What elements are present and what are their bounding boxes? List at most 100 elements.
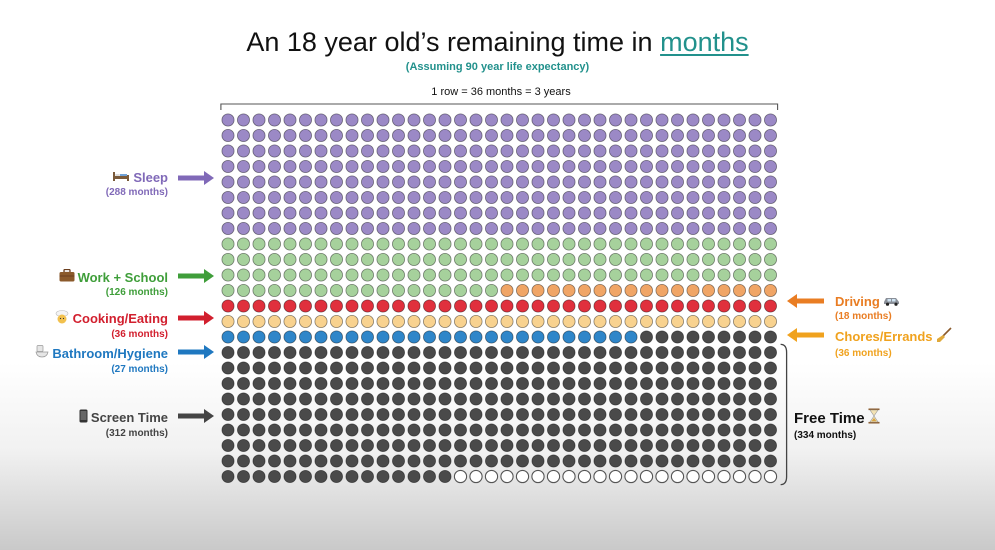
month-dot xyxy=(345,128,359,142)
segment-name: Work + School xyxy=(77,269,168,285)
month-dot xyxy=(733,144,747,158)
month-dot xyxy=(733,221,747,235)
month-dot xyxy=(748,206,762,220)
month-dot xyxy=(438,454,452,468)
month-dot xyxy=(609,252,623,266)
month-dot xyxy=(267,159,281,173)
month-dot xyxy=(516,190,530,204)
month-dot xyxy=(469,469,483,484)
month-dot xyxy=(547,423,561,437)
month-dot xyxy=(717,330,731,344)
month-dot xyxy=(655,361,669,375)
month-dot xyxy=(547,221,561,235)
month-dot xyxy=(516,438,530,452)
label-work-school: Work + School (126 months) xyxy=(59,268,168,298)
month-dot xyxy=(640,299,654,313)
month-dot xyxy=(484,345,498,359)
month-dot xyxy=(484,206,498,220)
month-dot xyxy=(345,175,359,189)
month-dot xyxy=(578,423,592,437)
month-dot xyxy=(283,283,297,297)
month-dot xyxy=(391,283,405,297)
month-dot xyxy=(531,268,545,282)
month-dot xyxy=(221,190,235,204)
month-dot xyxy=(500,392,514,406)
month-dot xyxy=(686,144,700,158)
month-dot xyxy=(391,314,405,328)
month-dot xyxy=(764,221,778,235)
month-dot xyxy=(531,423,545,437)
month-dot xyxy=(283,423,297,437)
month-dot xyxy=(453,299,467,313)
month-dot xyxy=(453,144,467,158)
month-dot xyxy=(717,128,731,142)
month-dot xyxy=(547,392,561,406)
month-dot xyxy=(562,392,576,406)
month-dot xyxy=(639,469,654,484)
month-dot xyxy=(360,423,374,437)
month-dot xyxy=(345,268,359,282)
month-dot xyxy=(391,144,405,158)
month-dot xyxy=(267,175,281,189)
month-dot xyxy=(748,113,762,127)
month-dot xyxy=(717,190,731,204)
month-dot xyxy=(578,221,592,235)
month-dot xyxy=(733,299,747,313)
month-dot xyxy=(702,454,716,468)
month-dot xyxy=(345,144,359,158)
month-dot xyxy=(345,206,359,220)
month-dot xyxy=(221,299,235,313)
month-dot xyxy=(345,469,359,483)
month-dot xyxy=(329,454,343,468)
month-dot xyxy=(733,345,747,359)
month-dot xyxy=(329,268,343,282)
month-dot xyxy=(345,454,359,468)
month-dot xyxy=(283,361,297,375)
month-dot xyxy=(547,128,561,142)
month-dot xyxy=(624,252,638,266)
month-dot xyxy=(624,345,638,359)
month-dot xyxy=(236,454,250,468)
month-dot xyxy=(345,345,359,359)
month-dot xyxy=(298,407,312,421)
month-dot xyxy=(562,128,576,142)
month-dot xyxy=(484,454,498,468)
month-dot xyxy=(298,283,312,297)
month-dot xyxy=(655,128,669,142)
month-dot xyxy=(578,407,592,421)
month-dot xyxy=(500,407,514,421)
month-dot xyxy=(438,407,452,421)
month-dot xyxy=(469,330,483,344)
month-dot xyxy=(221,330,235,344)
month-dot xyxy=(733,268,747,282)
month-dot xyxy=(252,454,266,468)
month-dot xyxy=(500,190,514,204)
month-dot xyxy=(671,314,685,328)
month-dot xyxy=(329,128,343,142)
month-dot xyxy=(376,376,390,390)
month-dot xyxy=(376,392,390,406)
month-dot xyxy=(516,206,530,220)
month-dot xyxy=(407,299,421,313)
month-dot xyxy=(593,438,607,452)
month-dot xyxy=(531,159,545,173)
month-dot xyxy=(422,454,436,468)
month-dot xyxy=(702,175,716,189)
month-dot xyxy=(469,376,483,390)
month-dot xyxy=(438,252,452,266)
month-dot xyxy=(733,128,747,142)
month-dot xyxy=(438,330,452,344)
month-dot xyxy=(252,314,266,328)
month-dot xyxy=(469,454,483,468)
month-dot xyxy=(298,345,312,359)
month-dot xyxy=(640,237,654,251)
month-dot xyxy=(267,438,281,452)
segment-months: (36 months) xyxy=(111,329,168,340)
month-dot xyxy=(360,113,374,127)
month-dot xyxy=(655,314,669,328)
month-dot xyxy=(655,454,669,468)
segment-months: (27 months) xyxy=(111,364,168,375)
month-dot xyxy=(764,299,778,313)
month-dot xyxy=(702,299,716,313)
month-dot xyxy=(500,268,514,282)
